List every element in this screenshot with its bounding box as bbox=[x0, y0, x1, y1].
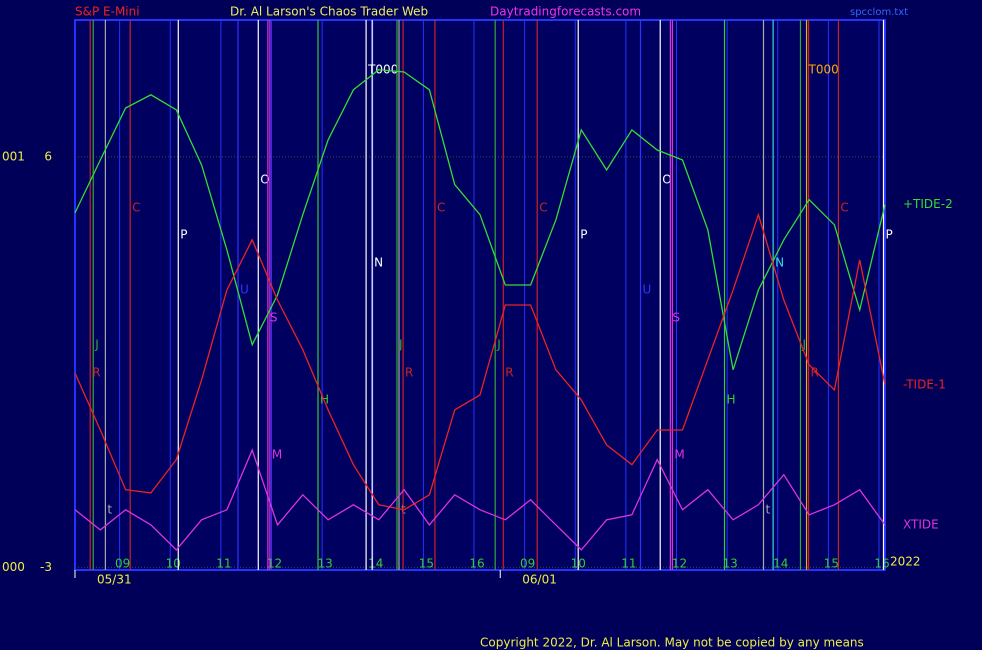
event-label: O bbox=[260, 173, 269, 187]
event-label: H bbox=[320, 393, 329, 407]
event-label: R bbox=[405, 366, 413, 380]
x-tick-label: 11 bbox=[216, 557, 231, 571]
y-tick-label: 6 bbox=[44, 149, 52, 163]
x-tick-label: 16 bbox=[874, 557, 889, 571]
event-label: C bbox=[437, 201, 445, 215]
x-tick-label: 10 bbox=[166, 557, 181, 571]
event-label: t bbox=[107, 503, 112, 517]
x-tick-label: 15 bbox=[419, 557, 434, 571]
event-label: J bbox=[496, 338, 501, 352]
plot-frame bbox=[74, 19, 886, 571]
series-line bbox=[74, 212, 886, 511]
x-tick-label: 13 bbox=[317, 557, 332, 571]
series-line bbox=[74, 448, 886, 551]
event-label: P bbox=[580, 228, 587, 242]
left-label: 000 bbox=[2, 560, 25, 574]
legend-label: XTIDE bbox=[903, 517, 939, 531]
y-tick-label: -3 bbox=[40, 560, 52, 574]
event-label: R bbox=[92, 366, 100, 380]
event-label: C bbox=[539, 201, 547, 215]
event-label: N bbox=[775, 256, 784, 270]
event-label: N bbox=[374, 256, 383, 270]
x-tick-label: 14 bbox=[773, 557, 788, 571]
date-label: 05/31 bbox=[97, 573, 132, 587]
year: 2022 bbox=[890, 555, 921, 569]
x-tick-label: 09 bbox=[115, 557, 130, 571]
event-label: t bbox=[766, 503, 771, 517]
event-label: U bbox=[240, 283, 249, 297]
event-label: P bbox=[180, 228, 187, 242]
x-tick-label: 16 bbox=[469, 557, 484, 571]
legend-label: -TIDE-1 bbox=[903, 377, 946, 391]
legend-label: +TIDE-2 bbox=[903, 197, 953, 211]
event-label: R bbox=[811, 366, 819, 380]
copyright: Copyright 2022, Dr. Al Larson. May not b… bbox=[480, 636, 864, 650]
event-label: C bbox=[840, 201, 848, 215]
x-tick-label: 15 bbox=[824, 557, 839, 571]
file: spcclom.txt bbox=[850, 7, 908, 18]
event-label: U bbox=[642, 283, 651, 297]
event-label: M bbox=[272, 448, 282, 462]
event-label: O bbox=[662, 173, 671, 187]
event-label: C bbox=[132, 201, 140, 215]
series-line bbox=[74, 69, 886, 370]
date-label: 06/01 bbox=[522, 573, 557, 587]
event-label: P bbox=[885, 228, 892, 242]
x-tick-label: 12 bbox=[672, 557, 687, 571]
event-label: S bbox=[270, 311, 278, 325]
x-tick-label: 14 bbox=[368, 557, 383, 571]
event-label: T000 bbox=[808, 63, 839, 77]
x-tick-label: 12 bbox=[267, 557, 282, 571]
event-label: J bbox=[398, 338, 403, 352]
site: Daytradingforecasts.com bbox=[490, 5, 641, 19]
x-tick-label: 09 bbox=[520, 557, 535, 571]
chart-title: Dr. Al Larson's Chaos Trader Web bbox=[230, 5, 428, 19]
event-label: J bbox=[801, 338, 806, 352]
event-label: J bbox=[94, 338, 99, 352]
left-label: 001 bbox=[2, 149, 25, 163]
x-tick-label: 13 bbox=[722, 557, 737, 571]
event-label: H bbox=[727, 393, 736, 407]
event-label: M bbox=[674, 448, 684, 462]
event-label: S bbox=[672, 311, 680, 325]
x-tick-label: 11 bbox=[621, 557, 636, 571]
symbol: S&P E-Mini bbox=[75, 5, 140, 19]
event-label: R bbox=[505, 366, 513, 380]
